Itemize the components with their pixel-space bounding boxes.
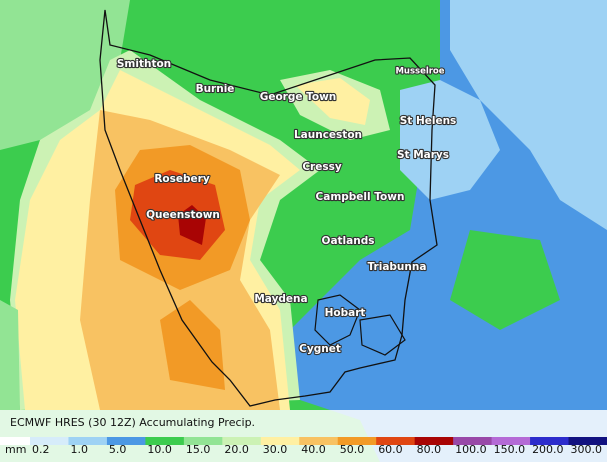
precip-area [160,300,225,390]
legend-label: 0.2 [32,443,50,456]
place-label: Smithton [117,58,171,70]
legend-swatch [68,437,108,445]
legend-label: 50.0 [340,443,365,456]
legend-label: 300.0 [571,443,603,456]
place-label: St Marys [397,149,449,161]
precip-area [0,0,130,150]
legend-swatch [260,437,300,445]
legend-title: ECMWF HRES (30 12Z) Accumulating Precip. [10,416,255,429]
precip-area [450,0,607,230]
place-label: Campbell Town [316,191,405,203]
legend-swatch [376,437,416,445]
legend-label: 20.0 [224,443,249,456]
place-label: St Helens [400,115,457,127]
legend-label: 30.0 [263,443,288,456]
legend-swatch [453,437,493,445]
precip-area [0,300,20,410]
legend-swatch [568,437,607,445]
legend-label: 1.0 [70,443,88,456]
legend-swatch [491,437,531,445]
legend-label: 10.0 [147,443,172,456]
precip-area [295,78,370,125]
legend-swatch [145,437,185,445]
legend-swatch [183,437,223,445]
place-label: Triabunna [368,261,427,273]
place-label: Queenstown [146,209,220,221]
legend-label: 5.0 [109,443,127,456]
legend-label: 60.0 [378,443,403,456]
legend-swatch [30,437,69,445]
legend-label: 40.0 [301,443,326,456]
precip-area [400,80,500,200]
place-label: Musselroe [395,67,444,77]
place-label: George Town [260,91,337,103]
coastline [314,294,406,356]
place-label: Oatlands [322,235,375,247]
legend-label: 15.0 [186,443,211,456]
precip-area [450,230,560,330]
place-label: Rosebery [154,173,209,185]
legend-swatch [106,437,146,445]
place-label: Maydena [254,293,307,305]
place-label: Cygnet [299,343,341,355]
legend-box [0,410,607,462]
place-label: Hobart [325,307,366,319]
legend-swatch [299,437,339,445]
place-label: Launceston [294,129,362,141]
legend-swatch [222,437,262,445]
legend-swatch [414,437,454,445]
legend-label: 150.0 [494,443,525,456]
precip-area [178,205,206,245]
legend-label: 100.0 [455,443,487,456]
legend-label: 200.0 [532,443,564,456]
legend-unit: mm [5,443,26,456]
legend-swatch [530,437,570,445]
legend-swatch [0,437,30,445]
place-label: Burnie [196,83,235,95]
legend-label: 80.0 [417,443,442,456]
legend-swatch [337,437,377,445]
place-label: Cressy [302,161,342,173]
coastline [99,9,438,407]
